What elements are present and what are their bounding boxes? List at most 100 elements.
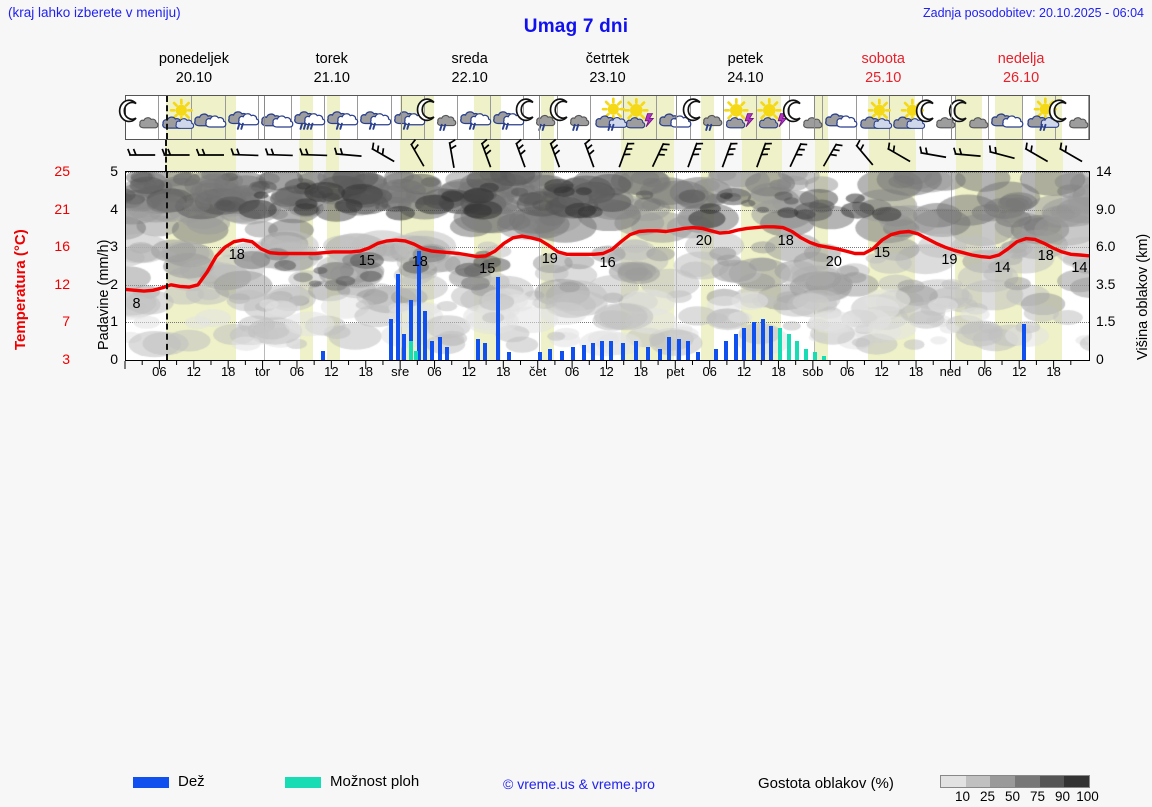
cloudy-icon (192, 98, 224, 139)
temperature-value-label: 8 (132, 296, 140, 312)
cloud-density-tick: 25 (975, 789, 1001, 804)
x-axis-label: 06 (970, 364, 1000, 379)
cloud-height-tick-label: 9.0 (1096, 202, 1128, 216)
x-axis-label: 18 (763, 364, 793, 379)
weather-icon-cell (458, 96, 491, 139)
sun-cloud-rain-icon (1023, 98, 1055, 139)
temperature-value-label: 18 (1038, 248, 1054, 264)
weather-icon-cell (1056, 96, 1089, 139)
day-separator (264, 96, 265, 139)
precipitation-tick-label: 0 (104, 352, 118, 366)
x-axis-label: 06 (832, 364, 862, 379)
day-date: 23.10 (539, 69, 677, 88)
x-axis-label: 18 (901, 364, 931, 379)
sun-thunder-icon (757, 98, 789, 139)
rain-color-swatch (133, 777, 169, 788)
x-axis-label: pet (660, 364, 690, 379)
x-axis-label: 06 (695, 364, 725, 379)
day-separator (539, 96, 540, 139)
weather-icon-cell (956, 96, 989, 139)
weather-icon-cell (724, 96, 757, 139)
temperature-value-label: 15 (479, 261, 495, 277)
showers-color-swatch (285, 777, 321, 788)
x-axis-label: 12 (179, 364, 209, 379)
current-time-marker (166, 96, 168, 139)
cloud-height-tick-label: 14 (1096, 164, 1128, 178)
cloudy-icon (989, 98, 1021, 139)
temperature-value-label: 18 (778, 233, 794, 249)
x-axis-label: 12 (867, 364, 897, 379)
temperature-value-label: 16 (600, 255, 616, 271)
weather-icon-cell (989, 96, 1022, 139)
temperature-tick-label: 21 (44, 202, 70, 216)
weather-icon-cell (325, 96, 358, 139)
sun-cloud-icon (159, 98, 191, 139)
weather-icon-cell (425, 96, 458, 139)
cloud-light-rain-icon (325, 98, 357, 139)
temperature-value-label: 18 (229, 247, 245, 263)
precipitation-tick-label: 3 (104, 239, 118, 253)
cloud-light-rain-icon (358, 98, 390, 139)
day-name: sobota (814, 50, 952, 69)
cloud-density-ramp-step (941, 776, 966, 787)
x-axis-label: sre (385, 364, 415, 379)
day-separator (951, 96, 952, 139)
day-separator (814, 96, 815, 139)
day-name: petek (676, 50, 814, 69)
temperature-value-label: 19 (941, 252, 957, 268)
moon-cloud-icon (1056, 98, 1088, 139)
day-date: 20.10 (125, 69, 263, 88)
x-axis-label: 18 (626, 364, 656, 379)
x-axis-label: 06 (557, 364, 587, 379)
x-axis-label: 12 (454, 364, 484, 379)
day-date: 21.10 (263, 69, 401, 88)
last-update-stamp: Zadnja posodobitev: 20.10.2025 - 06:04 (923, 6, 1144, 20)
weather-icon-strip (125, 95, 1090, 140)
sun-cloud-rain-icon (591, 98, 623, 139)
weather-icon-cell (358, 96, 391, 139)
credit-link[interactable]: © vreme.us & vreme.pro (503, 776, 655, 792)
cloud-height-tick-label: 6.0 (1096, 239, 1128, 253)
precipitation-tick-label: 2 (104, 277, 118, 291)
weather-icon-cell (591, 96, 624, 139)
weather-icon-cell (192, 96, 225, 139)
cloud-density-tick: 10 (950, 789, 976, 804)
temperature-tick-label: 7 (44, 314, 70, 328)
x-axis-label: 06 (282, 364, 312, 379)
weather-icon-cell (126, 96, 159, 139)
cloud-density-tick: 75 (1025, 789, 1051, 804)
precipitation-tick-label: 1 (104, 314, 118, 328)
showers-legend-label: Možnost ploh (330, 773, 419, 790)
wind-barbs-svg (125, 140, 1088, 171)
moon-cloud-icon (790, 98, 822, 139)
x-axis-label: 12 (592, 364, 622, 379)
temperature-value-label: 18 (412, 254, 428, 270)
moon-cloud-rain-icon (691, 98, 723, 139)
cloud-density-ramp-step (1064, 776, 1089, 787)
cloud-light-rain-icon (226, 98, 258, 139)
x-axis-label: 06 (420, 364, 450, 379)
x-axis-label: sob (798, 364, 828, 379)
sun-cloud-icon (857, 98, 889, 139)
day-date: 22.10 (401, 69, 539, 88)
x-axis-label: 18 (1039, 364, 1069, 379)
rain-legend-label: Dež (178, 773, 205, 790)
x-axis-label: 12 (729, 364, 759, 379)
moon-cloud-icon (923, 98, 955, 139)
temperature-value-label: 20 (696, 233, 712, 249)
cloud-rain-icon (292, 98, 324, 139)
current-time-marker (165, 140, 167, 171)
cloud-density-ramp-step (966, 776, 991, 787)
cloud-density-color-ramp (940, 775, 1090, 788)
cloud-density-ramp-step (1015, 776, 1040, 787)
cloud-light-rain-icon (458, 98, 490, 139)
weather-icon-cell (226, 96, 259, 139)
